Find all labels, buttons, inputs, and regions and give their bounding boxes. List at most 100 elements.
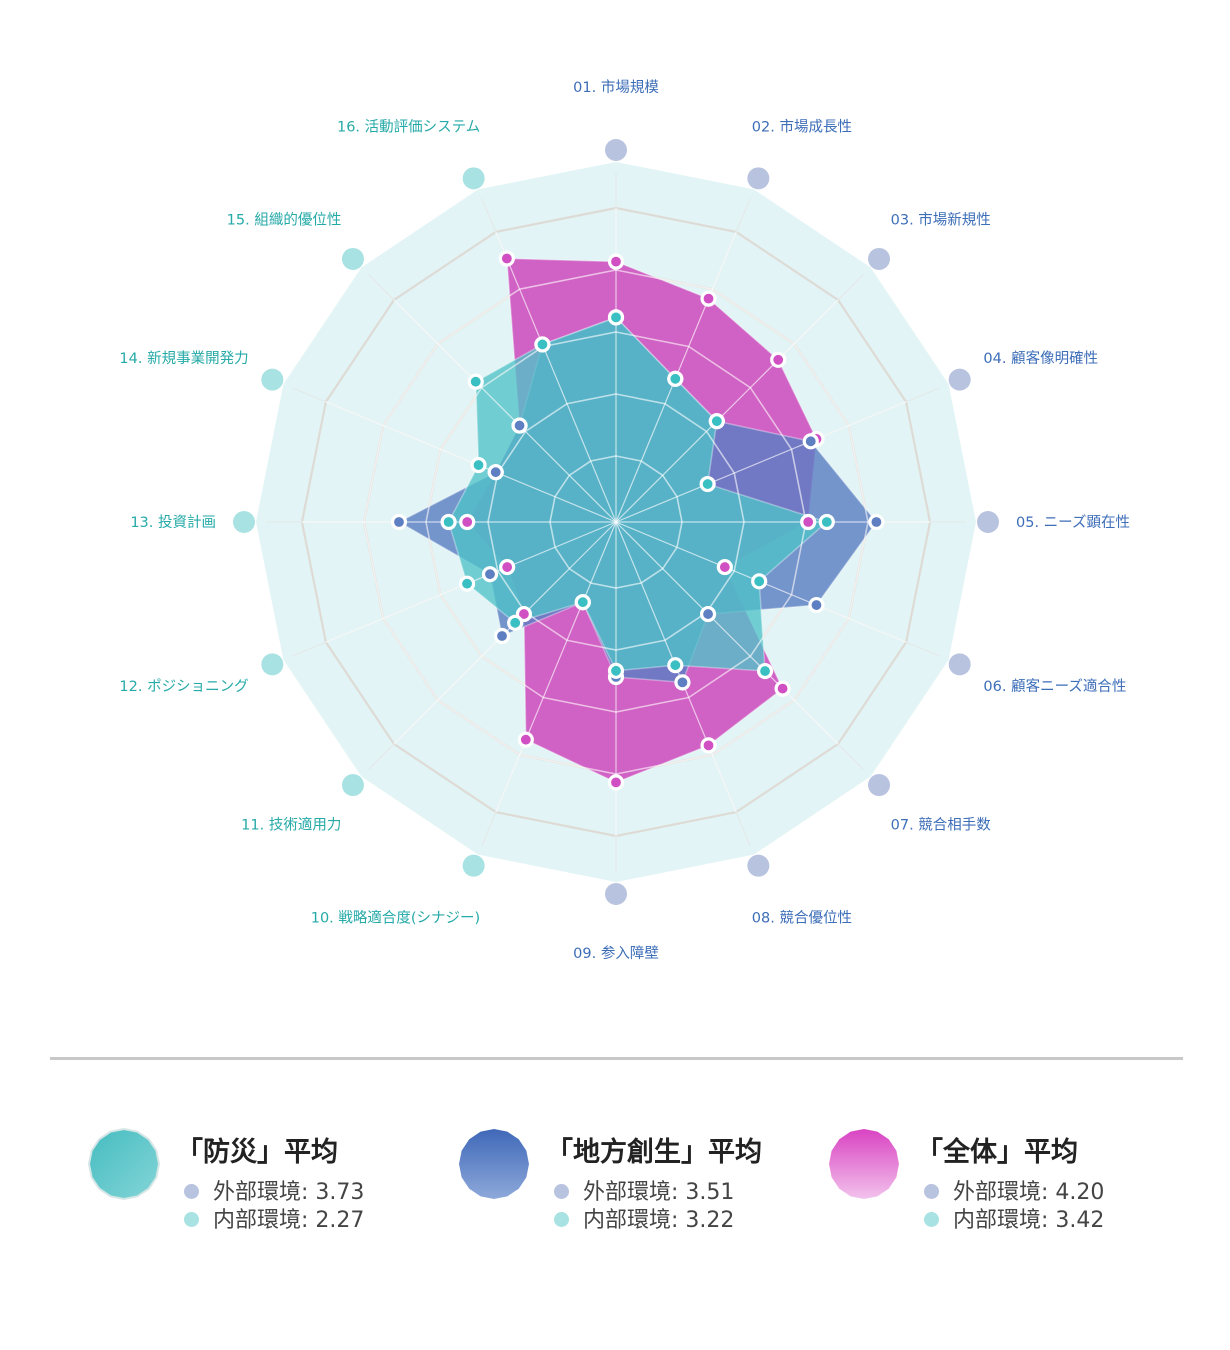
series-bousai-point bbox=[818, 513, 835, 531]
radar-chart: 01. 市場規模 02. 市場成長性 03. 市場新規性 04. 顧客像明確性 05. … bbox=[119, 79, 1130, 962]
series-zentai-point bbox=[700, 737, 717, 754]
axis-marker-icon bbox=[462, 854, 485, 877]
series-zentai-point bbox=[770, 351, 787, 368]
series-zentai-point bbox=[459, 513, 476, 531]
axis-marker-icon bbox=[341, 247, 364, 270]
series-bousai-point bbox=[699, 475, 716, 493]
series-chihou-point bbox=[493, 627, 511, 645]
internal-dot-icon bbox=[184, 1211, 199, 1227]
series-zentai-point bbox=[607, 253, 625, 270]
axis-label: 07. 競合相手数 bbox=[891, 817, 992, 834]
series-chihou-point bbox=[808, 596, 825, 614]
series-chihou-point bbox=[481, 566, 499, 583]
legend-title: 「全体」平均 bbox=[916, 1137, 1078, 1168]
legend-external-row: 外部環境: 3.51 bbox=[554, 1174, 734, 1206]
internal-value: 内部環境: 3.42 bbox=[953, 1208, 1105, 1233]
axis-spoke-overlay bbox=[615, 299, 839, 523]
axis-label: 01. 市場規模 bbox=[573, 79, 659, 96]
external-dot-icon bbox=[184, 1183, 199, 1199]
axis-spoke-overlay bbox=[495, 231, 617, 523]
legend-title: 「地方創生」平均 bbox=[546, 1137, 762, 1168]
chihou-swatch-icon bbox=[459, 1129, 529, 1199]
external-dot-icon bbox=[924, 1183, 939, 1199]
external-value: 外部環境: 3.51 bbox=[583, 1180, 735, 1205]
axis-label: 10. 戦略適合度(シナジー) bbox=[311, 908, 480, 926]
axis-marker-icon bbox=[977, 511, 999, 533]
series-chihou-point bbox=[802, 433, 819, 450]
series-bousai-point bbox=[440, 513, 457, 531]
axis-label: 15. 組織的優位性 bbox=[227, 211, 342, 228]
series-bousai-point bbox=[708, 413, 725, 430]
series-chihou-point bbox=[868, 513, 885, 531]
series-bousai-point bbox=[458, 575, 476, 592]
series-zentai-point bbox=[607, 774, 625, 791]
divider bbox=[50, 1057, 1183, 1060]
series-bousai-point bbox=[667, 370, 684, 387]
axis-marker-icon bbox=[868, 774, 891, 797]
series-chihou-point bbox=[511, 417, 528, 434]
axis-marker-icon bbox=[868, 247, 891, 270]
series-zentai-point bbox=[800, 513, 817, 531]
series-bousai-point bbox=[756, 662, 774, 680]
axis-spoke-overlay bbox=[615, 521, 839, 745]
series-bousai-point bbox=[467, 373, 484, 390]
axis-label: 09. 参入障壁 bbox=[573, 944, 659, 962]
axis-label: 04. 顧客像明確性 bbox=[983, 350, 1098, 367]
radar-svg: 01. 市場規模 02. 市場成長性 03. 市場新規性 04. 顧客像明確性 05. … bbox=[119, 79, 1130, 962]
axis-spoke-overlay bbox=[393, 299, 617, 523]
axis-marker-icon bbox=[747, 854, 770, 877]
series-bousai-point bbox=[607, 309, 625, 326]
series-chihou-point bbox=[390, 513, 408, 531]
series-zentai-point bbox=[774, 680, 791, 697]
axis-marker-icon bbox=[261, 653, 284, 676]
series-zentai-point bbox=[700, 290, 717, 307]
axis-label: 12. ポジショニング bbox=[119, 678, 248, 695]
series-zentai-point bbox=[517, 731, 534, 748]
axis-spoke-overlay bbox=[325, 401, 617, 523]
series-bousai-point bbox=[751, 573, 768, 590]
external-value: 外部環境: 4.20 bbox=[953, 1180, 1105, 1205]
axis-label: 08. 競合優位性 bbox=[752, 909, 852, 926]
series-chihou-point bbox=[674, 674, 691, 691]
internal-dot-icon bbox=[924, 1211, 939, 1227]
series-bousai-point bbox=[667, 657, 684, 674]
axis-marker-icon bbox=[341, 774, 364, 797]
bousai-swatch-icon bbox=[88, 1128, 160, 1200]
series-bousai-point bbox=[534, 336, 551, 353]
legend-internal-row: 内部環境: 3.22 bbox=[554, 1202, 734, 1234]
series-zentai-point bbox=[499, 558, 516, 576]
legend-external-row: 外部環境: 4.20 bbox=[924, 1174, 1104, 1206]
series-zentai-point bbox=[716, 558, 733, 576]
axis-marker-icon bbox=[233, 511, 255, 533]
axis-spoke-overlay bbox=[495, 521, 617, 813]
internal-dot-icon bbox=[554, 1211, 569, 1227]
axis-marker-icon bbox=[747, 167, 770, 190]
axis-label: 14. 新規事業開発力 bbox=[119, 350, 248, 367]
external-dot-icon bbox=[554, 1183, 569, 1199]
axis-label: 11. 技術適用力 bbox=[241, 816, 341, 834]
series-chihou-point bbox=[699, 605, 717, 623]
axis-label: 03. 市場新規性 bbox=[891, 211, 991, 228]
axis-spoke-overlay bbox=[615, 401, 907, 523]
series-zentai-point bbox=[498, 250, 515, 267]
axis-label: 05. ニーズ顕在性 bbox=[1016, 514, 1130, 531]
series-bousai-point bbox=[607, 662, 625, 679]
axis-label: 16. 活動評価システム bbox=[337, 119, 480, 136]
axis-label: 06. 顧客ニーズ適合性 bbox=[983, 677, 1126, 695]
legend-title: 「防災」平均 bbox=[176, 1137, 338, 1168]
legend-external-row: 外部環境: 3.73 bbox=[184, 1174, 364, 1206]
axis-marker-icon bbox=[605, 883, 627, 905]
axis-label: 02. 市場成長性 bbox=[752, 119, 852, 136]
internal-value: 内部環境: 2.27 bbox=[213, 1208, 365, 1233]
series-chihou-point bbox=[487, 464, 504, 481]
axis-marker-icon bbox=[462, 167, 485, 190]
legend-internal-row: 内部環境: 2.27 bbox=[184, 1202, 364, 1234]
external-value: 外部環境: 3.73 bbox=[213, 1180, 365, 1205]
axis-marker-icon bbox=[261, 368, 284, 391]
axis-marker-icon bbox=[948, 653, 971, 676]
series-bousai-point bbox=[470, 456, 487, 474]
axis-marker-icon bbox=[605, 139, 627, 161]
axis-label: 13. 投資計画 bbox=[130, 514, 216, 531]
series-bousai-point bbox=[507, 614, 524, 631]
axis-marker-icon bbox=[948, 368, 971, 391]
